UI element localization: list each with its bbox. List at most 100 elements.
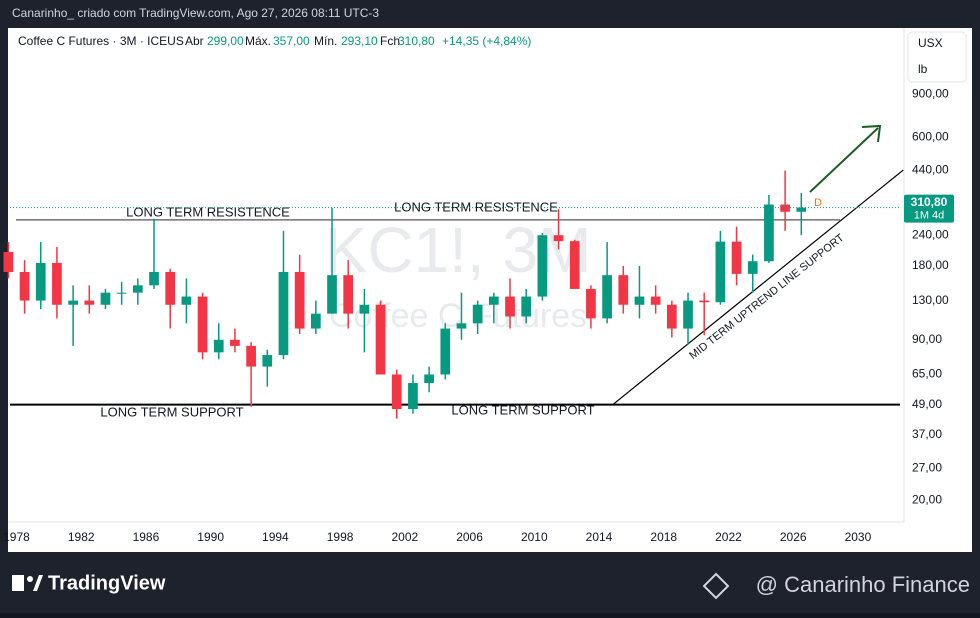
candle-body <box>715 241 726 303</box>
x-tick-label: 2014 <box>586 530 613 544</box>
watermark-subtitle: Coffee C Futures <box>329 297 587 335</box>
annotation: LONG TERM RESISTENCE <box>394 199 558 214</box>
annotation: LONG TERM SUPPORT <box>100 404 243 419</box>
open-value: 299,00 <box>207 34 244 48</box>
author: @ Canarinho Finance <box>756 572 970 597</box>
candle-body <box>424 374 434 384</box>
watermark: KC1!, 3M <box>325 214 592 286</box>
candle-body <box>521 296 532 317</box>
price-tag-label: 310,80 <box>911 195 948 209</box>
y-tick-label: 440,00 <box>912 163 949 177</box>
currency[interactable]: USX <box>918 36 943 50</box>
x-tick-label: 2006 <box>456 530 483 544</box>
candle-body <box>375 304 386 375</box>
candle-body <box>472 304 483 324</box>
x-tick-label: 2018 <box>650 530 677 544</box>
open-label: Abr <box>185 34 204 48</box>
candle-body <box>553 235 564 242</box>
candle-body <box>3 252 14 272</box>
candle-body <box>100 292 111 305</box>
legend: Coffee C Futures · 3M · ICEUS Abr 299,00… <box>18 34 531 48</box>
candle-body <box>310 313 321 329</box>
candle-body <box>650 296 661 305</box>
candle-body <box>634 296 645 305</box>
candle-body <box>505 296 515 317</box>
candle-body <box>213 339 224 353</box>
x-tick-label: 2010 <box>521 530 548 544</box>
x-tick-label: 1978 <box>3 530 30 544</box>
candle-body <box>602 275 612 319</box>
symbol: Coffee C Futures · 3M · ICEUS <box>18 34 184 48</box>
y-tick-label: 600,00 <box>912 130 949 144</box>
countdown: 1M 4d <box>914 210 945 222</box>
candle-body <box>618 275 629 305</box>
y-tick-label: 49,00 <box>912 397 942 411</box>
x-tick-label: 2022 <box>715 530 742 544</box>
candle-body <box>456 323 467 329</box>
y-tick-label: 37,00 <box>912 427 942 441</box>
candle-body <box>408 383 418 410</box>
candle-body <box>780 204 790 212</box>
brand: TradingView <box>48 572 166 594</box>
x-tick-label: 2026 <box>780 530 807 544</box>
unit-box[interactable] <box>907 31 967 83</box>
low-label: Mín. <box>314 34 337 48</box>
logo <box>12 575 43 591</box>
author-icon <box>702 572 730 600</box>
x-tick-label: 1990 <box>197 530 224 544</box>
trend-line <box>613 169 904 405</box>
candle-body <box>165 271 176 305</box>
annotation: LONG TERM RESISTENCE <box>126 204 290 219</box>
candle-body <box>19 271 30 301</box>
y-tick-label: 20,00 <box>912 492 942 506</box>
price-tag <box>904 194 954 223</box>
annotation: LONG TERM SUPPORT <box>451 402 594 417</box>
y-tick-label: 240,00 <box>912 227 949 241</box>
candle-body <box>699 300 710 303</box>
candle-body <box>294 271 305 329</box>
candle-body <box>586 288 596 319</box>
candle-body <box>68 300 78 305</box>
high-value: 357,00 <box>273 34 310 48</box>
candle-body <box>359 304 370 314</box>
candle-body <box>197 296 208 353</box>
candle-body <box>246 345 256 367</box>
candle-body <box>731 241 742 274</box>
candle-body <box>35 262 46 301</box>
y-tick-label: 90,00 <box>912 332 942 346</box>
candle-body <box>666 304 677 329</box>
candle-body <box>149 271 159 286</box>
candle-body <box>181 296 192 305</box>
logo-mark <box>12 575 24 591</box>
candle-body <box>537 235 548 297</box>
candle-body <box>116 292 127 294</box>
x-tick-label: 1994 <box>262 530 289 544</box>
logo-mark <box>27 576 33 582</box>
candle-body <box>278 271 289 356</box>
x-tick-label: 2030 <box>845 530 872 544</box>
x-tick-label: 1986 <box>133 530 160 544</box>
x-tick-label: 1998 <box>327 530 354 544</box>
event-marker: D <box>814 197 822 209</box>
y-tick-label: 180,00 <box>912 258 949 272</box>
candle-body <box>747 261 758 274</box>
candle-body <box>569 241 580 289</box>
x-tick-label: 2002 <box>391 530 418 544</box>
candle-body <box>440 328 451 375</box>
low-value: 293,10 <box>341 34 378 48</box>
y-tick-label: 65,00 <box>912 367 942 381</box>
change: +14,35 (+4,84%) <box>442 34 531 48</box>
candle-body <box>132 285 143 293</box>
logo-mark <box>33 575 43 591</box>
close-label: Fch <box>380 34 400 48</box>
candle-body <box>683 300 693 329</box>
y-tick-label: 27,00 <box>912 460 942 474</box>
unit[interactable]: lb <box>918 62 928 76</box>
candle-body <box>343 275 354 314</box>
attribution: Canarinho_ criado com TradingView.com, A… <box>12 6 379 20</box>
x-tick-label: 1982 <box>68 530 95 544</box>
arrow <box>809 124 882 193</box>
candle-body <box>52 262 62 305</box>
